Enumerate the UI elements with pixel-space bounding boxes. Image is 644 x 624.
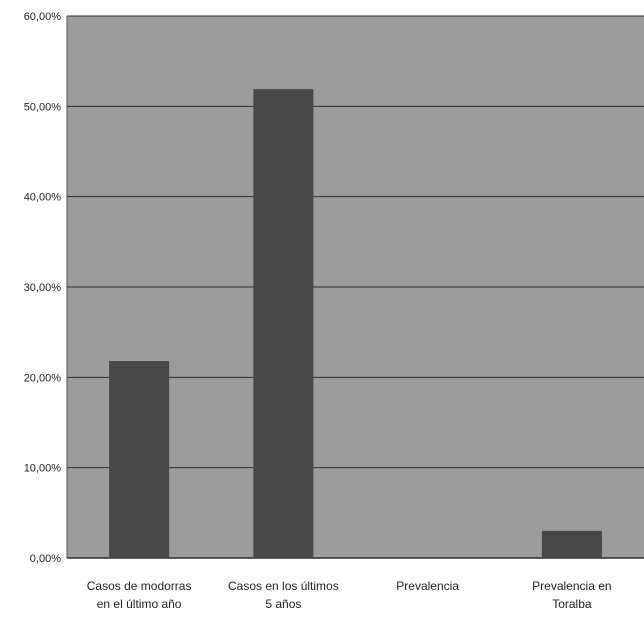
y-axis-ticks: 0,00% 10,00% 20,00% 30,00% 40,00% 50,00% 60,00…	[24, 11, 62, 565]
x-tick-label-line: Casos en los últimos	[228, 579, 339, 593]
bar	[253, 89, 314, 559]
y-tick-label: 10,00%	[24, 463, 62, 475]
bars	[109, 89, 602, 559]
y-tick-label: 30,00%	[24, 282, 62, 294]
y-tick-label: 60,00%	[24, 11, 62, 23]
x-tick-label-line: 5 años	[265, 597, 301, 611]
y-tick-label: 0,00%	[30, 553, 61, 565]
y-tick-label: 50,00%	[24, 101, 62, 113]
y-tick-label: 40,00%	[24, 192, 62, 204]
x-tick-label-line: Toralba	[552, 597, 592, 611]
x-tick-label: Prevalencia	[396, 579, 459, 593]
x-tick-label: Prevalencia en Toralba	[532, 579, 611, 611]
y-tick-label: 20,00%	[24, 372, 62, 384]
x-tick-label: Casos de modorras en el último año	[87, 579, 192, 611]
x-tick-label-line: Casos de modorras	[87, 579, 192, 593]
x-tick-label-line: en el último año	[97, 597, 182, 611]
x-axis-labels: Casos de modorras en el último año Casos e…	[87, 579, 612, 611]
bar	[109, 361, 170, 558]
bar	[541, 530, 602, 558]
x-tick-label-line: Prevalencia	[396, 579, 459, 593]
x-tick-label: Casos en los últimos 5 años	[228, 579, 339, 611]
x-tick-label-line: Prevalencia en	[532, 579, 611, 593]
